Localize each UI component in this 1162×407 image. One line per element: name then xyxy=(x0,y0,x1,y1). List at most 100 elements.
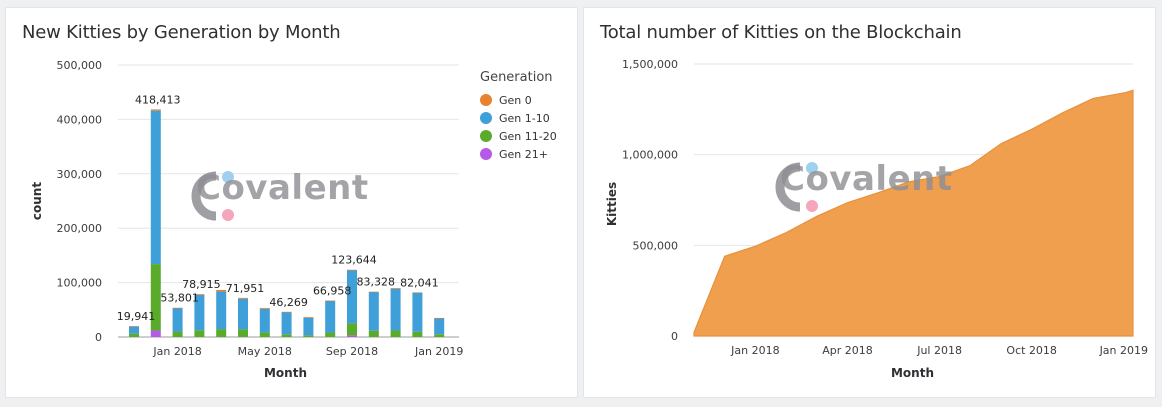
y-axis-title: Kitties xyxy=(605,182,619,226)
bar-segment xyxy=(216,329,227,337)
bar-segment xyxy=(368,330,379,337)
legend-dot-gen-0 xyxy=(480,94,492,106)
legend-dot-gen-11-20 xyxy=(480,130,492,142)
legend-item-gen-0[interactable]: Gen 0 xyxy=(480,91,557,109)
bar-segment xyxy=(325,300,336,333)
data-label: 19,941 xyxy=(117,310,156,323)
bar-segment xyxy=(368,291,379,331)
bar-segment xyxy=(325,300,336,302)
data-label: 46,269 xyxy=(269,296,308,309)
x-tick-label: Apr 2018 xyxy=(822,344,873,357)
bar-segment xyxy=(238,297,248,299)
y-tick-label: 1,000,000 xyxy=(622,149,678,162)
data-label: 66,958 xyxy=(313,285,352,298)
bar-segment xyxy=(150,330,161,337)
legend-dot-gen-1-10 xyxy=(480,112,492,124)
bar-segment xyxy=(150,109,161,111)
bar-segment xyxy=(281,334,292,337)
bar-segment xyxy=(259,332,270,337)
data-label: 82,041 xyxy=(400,276,439,289)
legend-item-gen-1-10[interactable]: Gen 1-10 xyxy=(480,109,557,127)
legend-item-gen-21-plus[interactable]: Gen 21+ xyxy=(480,145,557,163)
legend-label: Gen 1-10 xyxy=(499,111,550,125)
y-tick-label: 300,000 xyxy=(57,168,103,181)
bar-segment xyxy=(347,269,357,271)
bar-segment xyxy=(347,323,357,336)
bar-segment xyxy=(347,270,357,324)
legend-label: Gen 21+ xyxy=(499,147,548,161)
legend-item-gen-11-20[interactable]: Gen 11-20 xyxy=(480,127,557,145)
bar-segment xyxy=(194,330,205,337)
y-tick-label: 400,000 xyxy=(57,113,103,126)
data-label: 83,328 xyxy=(357,276,396,289)
data-label: 418,413 xyxy=(135,93,181,106)
bar-segment xyxy=(303,335,314,337)
y-tick-label: 0 xyxy=(671,330,678,343)
bar-segment xyxy=(347,335,357,337)
y-tick-label: 500,000 xyxy=(57,59,103,72)
bar-segment xyxy=(390,288,401,331)
x-tick-label: Sep 2018 xyxy=(326,345,378,358)
left-chart-panel: New Kitties by Generation by Month 0 100,… xyxy=(5,7,578,398)
x-tick-label: Jul 2018 xyxy=(916,344,962,357)
y-tick-label: 100,000 xyxy=(57,277,103,290)
bar-segment xyxy=(129,326,139,334)
legend: Generation Gen 0 Gen 1-10 Gen 11-20 Gen … xyxy=(480,70,557,163)
bar-segment xyxy=(412,292,423,293)
bar-segment xyxy=(434,317,445,319)
left-chart-title: New Kitties by Generation by Month xyxy=(22,22,341,43)
bar-segment xyxy=(216,289,227,292)
bar-segment xyxy=(259,307,270,309)
area-chart: 0 500,000 1,000,000 1,500,000 Jan 2018 Apr 20… xyxy=(605,58,1148,380)
data-label: 78,915 xyxy=(182,278,221,291)
legend-dot-gen-21-plus xyxy=(480,148,492,160)
y-tick-label: 1,500,000 xyxy=(622,58,678,71)
legend-label: Gen 11-20 xyxy=(499,129,557,143)
legend-title: Generation xyxy=(480,70,553,85)
x-tick-label: Jan 2018 xyxy=(730,344,779,357)
x-tick-label: Jan 2018 xyxy=(152,345,201,358)
bar-segment xyxy=(325,332,336,337)
bar-segment xyxy=(303,317,314,318)
bar-segment xyxy=(238,298,248,330)
bar-segment xyxy=(129,326,139,327)
bar-segment xyxy=(412,292,423,332)
bar-segment xyxy=(150,110,161,265)
bar-segment xyxy=(259,308,270,333)
y-tick-label: 500,000 xyxy=(633,239,679,252)
bar-segment xyxy=(194,294,205,331)
bar-segment xyxy=(390,288,401,289)
bar-segment xyxy=(172,308,183,332)
bar-segment xyxy=(281,312,292,335)
right-chart-panel: Total number of Kitties on the Blockchai… xyxy=(583,7,1156,398)
x-tick-label: Oct 2018 xyxy=(1006,344,1057,357)
x-tick-label: May 2018 xyxy=(238,345,292,358)
bar-chart: 0 100,000 200,000 300,000 400,000 500,000 19,9… xyxy=(30,59,463,380)
bar-segment xyxy=(238,329,248,337)
legend-label: Gen 0 xyxy=(499,93,532,107)
data-label: 53,801 xyxy=(160,292,199,305)
data-label: 123,644 xyxy=(331,254,377,267)
bar-segment xyxy=(172,331,183,337)
x-tick-label: Jan 2019 xyxy=(1099,344,1148,357)
bar-segment xyxy=(129,333,139,337)
data-label: 71,951 xyxy=(226,282,265,295)
bar-segment xyxy=(368,291,379,293)
y-axis-title: count xyxy=(30,182,44,220)
bar-segment xyxy=(194,294,205,295)
bar-segment xyxy=(216,291,227,330)
bar-segment xyxy=(390,330,401,337)
bar-segment xyxy=(434,334,445,337)
x-tick-label: Jan 2019 xyxy=(414,345,463,358)
bar-segment xyxy=(434,318,445,335)
y-tick-label: 200,000 xyxy=(57,222,103,235)
bar-segment xyxy=(303,317,314,336)
y-tick-label: 0 xyxy=(95,331,102,344)
bar-segment xyxy=(172,307,183,309)
bar-segment xyxy=(281,311,292,313)
x-axis-title: Month xyxy=(891,366,934,380)
x-axis-title: Month xyxy=(264,366,307,380)
bar-segment xyxy=(412,331,423,337)
area-series xyxy=(693,89,1134,337)
right-chart-title: Total number of Kitties on the Blockchai… xyxy=(600,22,962,43)
